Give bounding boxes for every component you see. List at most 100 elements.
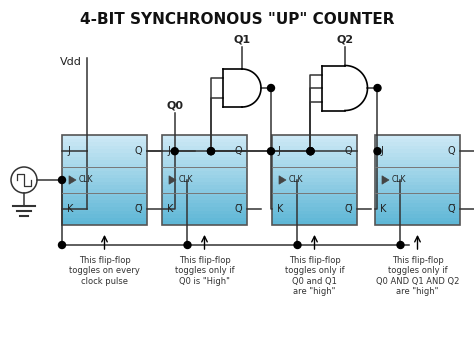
Text: Q: Q bbox=[447, 146, 455, 156]
Bar bbox=[272, 185, 357, 189]
Bar bbox=[272, 189, 357, 193]
Polygon shape bbox=[279, 176, 286, 184]
Bar bbox=[162, 146, 247, 149]
Polygon shape bbox=[69, 176, 76, 184]
Bar bbox=[375, 135, 460, 139]
Bar bbox=[375, 211, 460, 214]
Circle shape bbox=[374, 148, 381, 155]
Bar bbox=[162, 214, 247, 218]
Bar bbox=[272, 182, 357, 185]
Bar bbox=[162, 196, 247, 200]
Circle shape bbox=[397, 241, 404, 249]
Circle shape bbox=[171, 148, 178, 155]
Bar bbox=[62, 182, 147, 185]
Bar bbox=[272, 142, 357, 146]
Circle shape bbox=[307, 148, 314, 155]
Bar bbox=[62, 139, 147, 142]
Bar bbox=[162, 211, 247, 214]
Text: Vdd: Vdd bbox=[60, 57, 82, 67]
Bar bbox=[62, 164, 147, 167]
Bar bbox=[375, 135, 460, 225]
Bar bbox=[162, 182, 247, 185]
Bar bbox=[162, 221, 247, 225]
Bar bbox=[162, 189, 247, 193]
Bar bbox=[375, 153, 460, 157]
Text: Q̅: Q̅ bbox=[345, 204, 352, 214]
Bar bbox=[62, 135, 147, 225]
Bar bbox=[375, 214, 460, 218]
Text: Q̅: Q̅ bbox=[447, 204, 455, 214]
Text: CLK: CLK bbox=[79, 175, 93, 184]
Bar bbox=[162, 149, 247, 153]
Bar bbox=[62, 196, 147, 200]
Bar bbox=[162, 185, 247, 189]
Bar bbox=[62, 200, 147, 203]
Bar bbox=[162, 135, 247, 225]
Text: J: J bbox=[167, 146, 170, 156]
Bar bbox=[272, 135, 357, 225]
Bar bbox=[62, 203, 147, 207]
Bar bbox=[62, 207, 147, 211]
Bar bbox=[375, 157, 460, 160]
Bar bbox=[162, 135, 247, 139]
Bar bbox=[272, 218, 357, 221]
Bar bbox=[162, 193, 247, 196]
Bar bbox=[272, 149, 357, 153]
Circle shape bbox=[307, 148, 314, 155]
Bar bbox=[272, 196, 357, 200]
Circle shape bbox=[208, 148, 215, 155]
Bar bbox=[272, 146, 357, 149]
Text: CLK: CLK bbox=[289, 175, 303, 184]
Bar bbox=[375, 221, 460, 225]
Bar bbox=[62, 193, 147, 196]
Bar bbox=[162, 139, 247, 142]
Bar bbox=[62, 175, 147, 178]
Bar bbox=[162, 203, 247, 207]
Circle shape bbox=[374, 84, 381, 92]
Bar bbox=[272, 221, 357, 225]
Bar bbox=[375, 146, 460, 149]
Bar bbox=[272, 167, 357, 171]
Bar bbox=[272, 135, 357, 139]
Circle shape bbox=[208, 148, 215, 155]
Text: This flip-flop
toggles only if
Q0 AND Q1 AND Q2
are "high": This flip-flop toggles only if Q0 AND Q1… bbox=[376, 256, 459, 296]
Bar bbox=[272, 214, 357, 218]
Bar bbox=[375, 218, 460, 221]
Bar bbox=[272, 153, 357, 157]
Text: 4-BIT SYNCHRONOUS "UP" COUNTER: 4-BIT SYNCHRONOUS "UP" COUNTER bbox=[80, 12, 394, 27]
Bar bbox=[62, 189, 147, 193]
Text: J: J bbox=[67, 146, 70, 156]
Bar bbox=[62, 135, 147, 139]
Bar bbox=[272, 171, 357, 175]
Bar bbox=[162, 178, 247, 182]
Bar bbox=[272, 203, 357, 207]
Bar bbox=[272, 207, 357, 211]
Circle shape bbox=[58, 176, 65, 184]
Text: CLK: CLK bbox=[179, 175, 193, 184]
Bar bbox=[375, 182, 460, 185]
Bar bbox=[375, 164, 460, 167]
Bar bbox=[62, 146, 147, 149]
Bar bbox=[62, 218, 147, 221]
Text: Q: Q bbox=[234, 146, 242, 156]
Bar bbox=[162, 153, 247, 157]
Text: K: K bbox=[380, 204, 386, 214]
Text: Q: Q bbox=[345, 146, 352, 156]
Circle shape bbox=[58, 241, 65, 249]
Text: J: J bbox=[277, 146, 280, 156]
Bar bbox=[162, 200, 247, 203]
Bar bbox=[162, 175, 247, 178]
Text: K: K bbox=[67, 204, 73, 214]
Bar bbox=[62, 171, 147, 175]
Bar bbox=[162, 164, 247, 167]
Bar bbox=[272, 164, 357, 167]
Bar bbox=[272, 175, 357, 178]
Text: Q2: Q2 bbox=[337, 34, 354, 44]
Text: This flip-flop
toggles only if
Q0 is "High": This flip-flop toggles only if Q0 is "Hi… bbox=[175, 256, 234, 286]
Polygon shape bbox=[382, 176, 389, 184]
Text: Q: Q bbox=[134, 146, 142, 156]
Bar bbox=[62, 167, 147, 171]
Bar bbox=[375, 142, 460, 146]
Bar bbox=[375, 178, 460, 182]
Bar bbox=[375, 185, 460, 189]
